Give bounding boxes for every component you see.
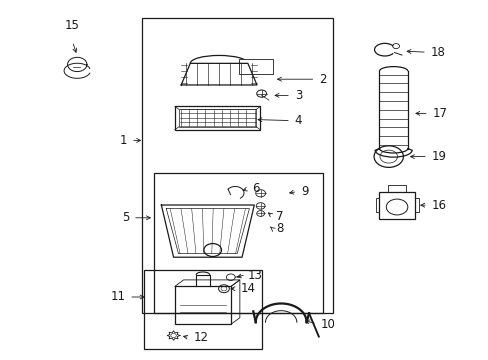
Text: 5: 5 xyxy=(122,211,129,224)
Bar xyxy=(179,109,256,127)
Text: 13: 13 xyxy=(247,269,262,282)
Bar xyxy=(379,192,414,219)
Text: 2: 2 xyxy=(319,73,326,86)
Text: 14: 14 xyxy=(240,282,255,295)
Bar xyxy=(142,18,332,313)
Text: 9: 9 xyxy=(301,185,308,198)
Text: 8: 8 xyxy=(276,222,283,235)
Bar xyxy=(238,59,272,74)
Bar xyxy=(154,173,322,313)
Text: 11: 11 xyxy=(110,291,125,303)
Bar xyxy=(175,106,260,130)
Text: 7: 7 xyxy=(276,210,283,222)
Text: 19: 19 xyxy=(431,150,446,163)
Text: 1: 1 xyxy=(120,134,127,147)
Text: 3: 3 xyxy=(294,89,302,102)
Text: 18: 18 xyxy=(430,46,445,59)
Text: 17: 17 xyxy=(432,107,447,120)
Text: 10: 10 xyxy=(320,318,335,330)
Bar xyxy=(175,287,230,324)
Text: 6: 6 xyxy=(252,182,259,195)
Text: 15: 15 xyxy=(65,19,80,32)
Text: 16: 16 xyxy=(431,199,446,212)
Bar xyxy=(387,184,406,192)
Text: 4: 4 xyxy=(294,114,302,127)
Bar xyxy=(144,270,261,349)
Text: 12: 12 xyxy=(193,331,208,344)
